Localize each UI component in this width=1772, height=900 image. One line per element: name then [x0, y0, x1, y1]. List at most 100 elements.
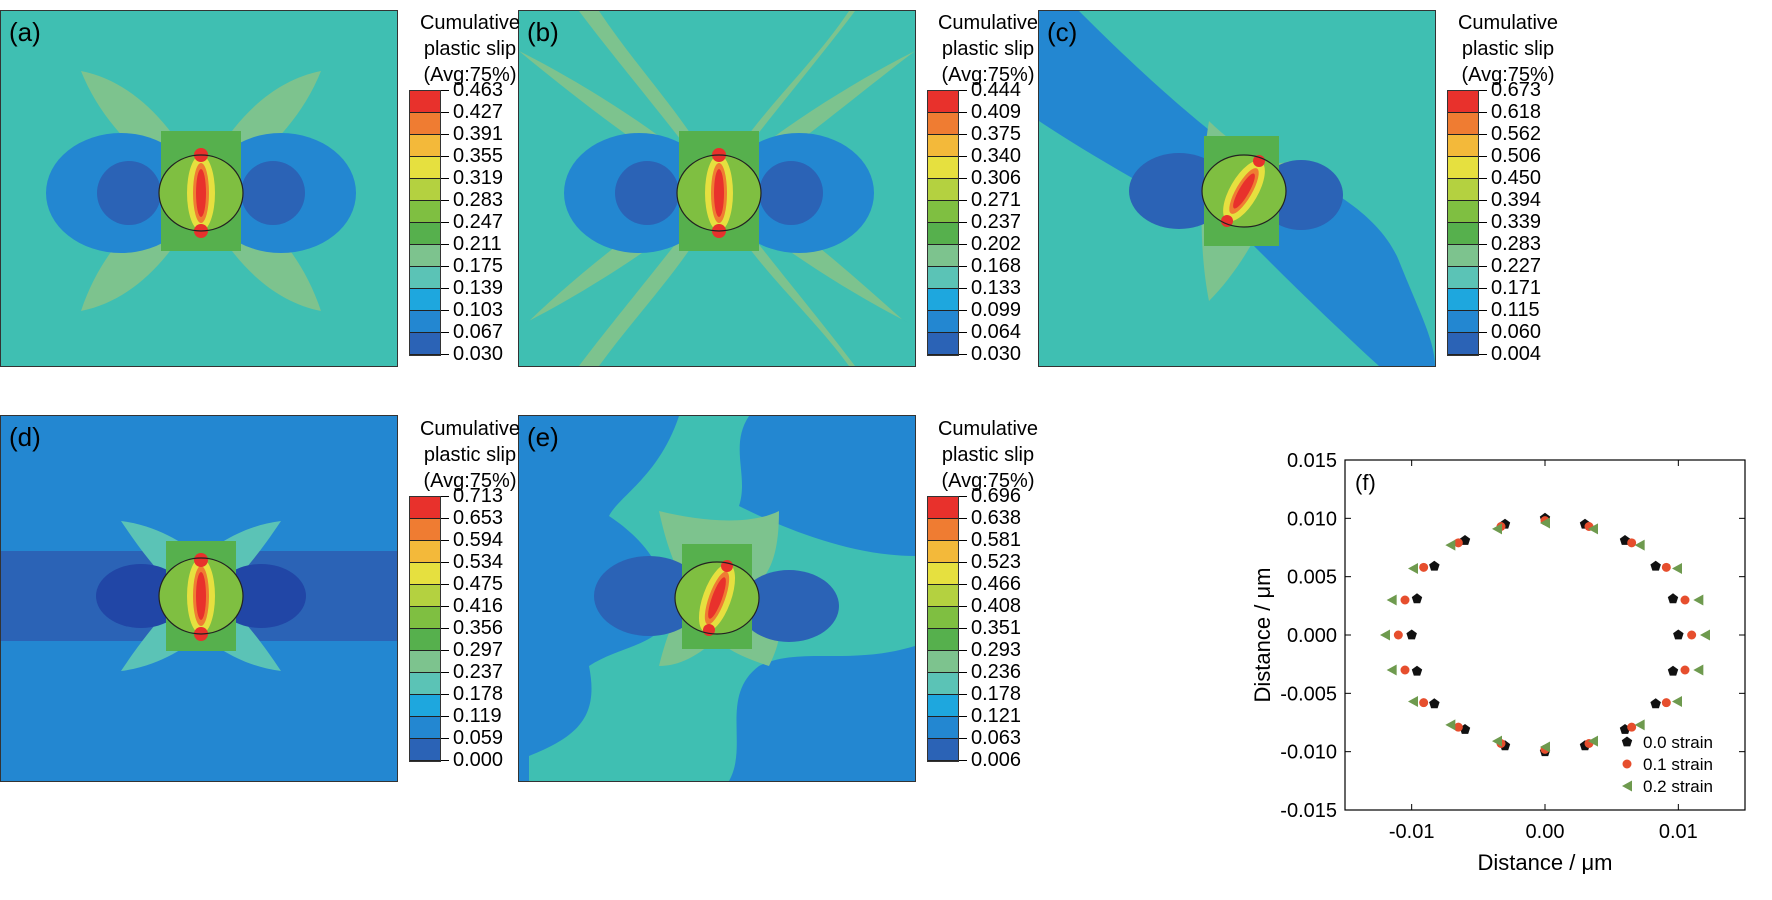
colorbar-tick-label: 0.618: [1491, 101, 1542, 123]
colorbar-tick-mark: [1479, 112, 1487, 113]
colorbar-swatch: [410, 289, 440, 311]
colorbar-tick-label: 0.450: [1491, 167, 1542, 189]
colorbar-swatch: [928, 113, 958, 135]
data-point-circle: [1453, 538, 1463, 548]
colorbar-swatch: [1448, 311, 1478, 333]
colorbar-swatch: [928, 289, 958, 311]
legend-title: Cumulative plastic slip (Avg:75%): [923, 416, 1053, 494]
colorbar-swatch: [928, 245, 958, 267]
colorbar-tick-label: 0.375: [971, 123, 1022, 145]
data-point-triangle-left: [1380, 629, 1390, 641]
colorbar-tick-mark: [959, 332, 967, 333]
data-point-pentagon: [1667, 665, 1679, 676]
colorbar-tick-mark: [1479, 200, 1487, 201]
colorbar-tick-mark: [959, 178, 967, 179]
colorbar-tick-mark: [959, 716, 967, 717]
x-tick-label: 0.01: [1659, 821, 1698, 843]
colorbar-tick-mark: [441, 266, 449, 267]
colorbar-swatch: [1448, 179, 1478, 201]
colorbar-tick-mark: [441, 332, 449, 333]
colorbar-tick-mark: [441, 200, 449, 201]
colorbar-tick-mark: [441, 738, 449, 739]
colorbar-tick-label: 0.059: [453, 727, 504, 749]
colorbar-tick-mark: [959, 606, 967, 607]
colorbar-legend-d: Cumulative plastic slip (Avg:75%) 0.713 0.65…: [405, 416, 535, 776]
colorbar-tick-mark: [959, 222, 967, 223]
y-axis-label: Distance / μm: [1250, 568, 1275, 703]
legend-title-line: plastic slip: [423, 444, 517, 466]
colorbar-tick-mark: [1479, 178, 1487, 179]
colorbar-legend-e: Cumulative plastic slip (Avg:75%) 0.696 0.63…: [923, 416, 1053, 776]
contour-plot-c: (c): [1038, 10, 1436, 367]
colorbar: [409, 496, 441, 762]
data-point-triangle-left: [1693, 594, 1704, 606]
colorbar-tick-mark: [959, 266, 967, 267]
colorbar-tick-label: 0.171: [1491, 277, 1542, 299]
colorbar-swatch: [928, 333, 958, 355]
panel-c: (c): [1038, 10, 1598, 450]
colorbar-swatch: [410, 607, 440, 629]
colorbar-tick-label: 0.227: [1491, 255, 1542, 277]
data-point-triangle-left: [1386, 594, 1397, 606]
colorbar-swatch: [410, 201, 440, 223]
colorbar-tick-mark: [441, 310, 449, 311]
colorbar-tick-mark: [959, 672, 967, 673]
legend-marker: [1622, 780, 1632, 792]
colorbar-tick-label: 0.060: [1491, 321, 1542, 343]
colorbar-tick-label: 0.115: [1491, 299, 1540, 321]
data-point-triangle-left: [1634, 539, 1645, 551]
colorbar-tick-mark: [959, 90, 967, 91]
colorbar-tick-label: 0.581: [971, 529, 1022, 551]
colorbar-tick-mark: [959, 134, 967, 135]
colorbar-tick-mark: [441, 112, 449, 113]
panel-label: (f): [1355, 470, 1376, 495]
colorbar-swatch: [928, 541, 958, 563]
legend-title: Cumulative plastic slip (Avg:75%): [1443, 10, 1573, 88]
panel-label: (c): [1047, 17, 1078, 47]
colorbar-tick-label: 0.562: [1491, 123, 1542, 145]
data-point-circle: [1419, 562, 1429, 572]
colorbar-swatch: [410, 695, 440, 717]
colorbar-swatch: [1448, 267, 1478, 289]
colorbar-tick-label: 0.408: [971, 595, 1022, 617]
colorbar-tick-label: 0.099: [971, 299, 1022, 321]
panel-e: (e): [518, 415, 1078, 855]
legend-title-line: plastic slip: [1461, 38, 1555, 60]
colorbar-swatch: [928, 695, 958, 717]
colorbar-tick-mark: [1479, 134, 1487, 135]
panel-d: (d): [0, 415, 560, 855]
colorbar-tick-label: 0.696: [971, 485, 1022, 507]
colorbar-tick-label: 0.594: [453, 529, 504, 551]
panel-label: (e): [527, 422, 559, 452]
colorbar-tick-label: 0.283: [453, 189, 504, 211]
colorbar-swatch: [1448, 157, 1478, 179]
colorbar-tick-mark: [441, 354, 449, 355]
colorbar-swatch: [928, 91, 958, 113]
colorbar-swatch: [928, 497, 958, 519]
legend-label: 0.2 strain: [1643, 777, 1713, 796]
y-tick-label: 0.000: [1287, 625, 1337, 647]
colorbar-tick-mark: [959, 518, 967, 519]
colorbar-tick-label: 0.030: [453, 343, 504, 365]
colorbar-tick-label: 0.133: [971, 277, 1022, 299]
colorbar-tick-label: 0.030: [971, 343, 1022, 365]
colorbar-swatch: [1448, 113, 1478, 135]
data-point-circle: [1661, 698, 1671, 708]
data-point-pentagon: [1673, 629, 1684, 640]
colorbar-tick-label: 0.283: [1491, 233, 1542, 255]
colorbar-tick-mark: [441, 606, 449, 607]
data-point-pentagon: [1650, 698, 1661, 709]
colorbar-tick-mark: [1479, 90, 1487, 91]
legend-marker: [1621, 736, 1633, 747]
colorbar-tick-mark: [441, 496, 449, 497]
colorbar-tick-label: 0.121: [971, 705, 1022, 727]
scatter-plot-f: -0.01 0.00 0.01 0.015 0.010 0.005 0.000 -0.005 -…: [1250, 450, 1746, 875]
colorbar-swatch: [410, 739, 440, 761]
colorbar-legend-a: Cumulative plastic slip (Avg:75%) 0.463 0.42…: [405, 10, 535, 370]
data-point-triangle-left: [1408, 563, 1418, 574]
colorbar-swatch: [928, 519, 958, 541]
colorbar-swatch: [928, 157, 958, 179]
colorbar-tick-mark: [959, 200, 967, 201]
colorbar-legend-b: Cumulative plastic slip (Avg:75%) 0.444 0.40…: [923, 10, 1053, 370]
contour-plot-e: (e): [518, 415, 916, 782]
